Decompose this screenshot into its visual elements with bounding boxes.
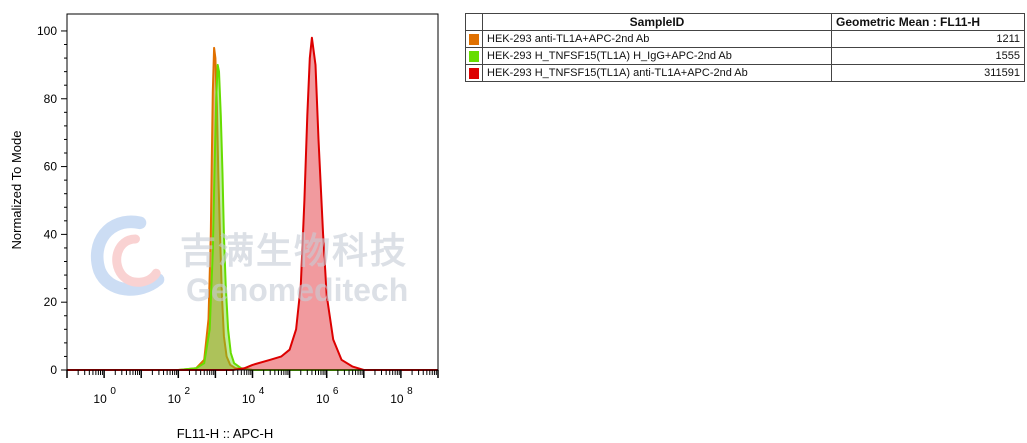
legend-sample-name: HEK-293 H_TNFSF15(TL1A) H_IgG+APC-2nd Ab: [482, 47, 832, 65]
series-fill-0: [67, 47, 438, 371]
x-tick-label: 10: [242, 392, 256, 406]
x-tick-exponent: 8: [407, 386, 413, 397]
y-tick-label: 80: [44, 92, 58, 106]
legend-swatch-cell: [465, 30, 483, 48]
legend-header-sampleid: SampleID: [482, 13, 832, 31]
x-tick-label: 10: [93, 392, 107, 406]
legend-geomean-value: 311591: [831, 64, 1025, 82]
legend-swatch-green: [469, 50, 479, 62]
x-axis-label: FL11-H :: APC-H: [177, 426, 274, 441]
series-fill-2: [67, 37, 438, 370]
series-line-1: [67, 63, 438, 371]
x-tick-label: 10: [390, 392, 404, 406]
x-tick-label: 10: [168, 392, 182, 406]
x-tick-exponent: 6: [333, 386, 339, 397]
y-tick-label: 0: [50, 363, 57, 377]
y-tick-label: 100: [37, 24, 57, 38]
watermark-chinese-text: 吉满生物科技: [180, 230, 409, 271]
legend-header-geomean: Geometric Mean : FL11-H: [831, 13, 1025, 31]
y-axis-label: Normalized To Mode: [9, 131, 24, 250]
series-layer: [67, 36, 438, 371]
x-tick-exponent: 2: [185, 386, 191, 397]
legend-swatch-cell: [465, 47, 483, 65]
legend-sample-name: HEK-293 anti-TL1A+APC-2nd Ab: [482, 30, 832, 48]
y-tick-label: 40: [44, 227, 58, 241]
legend-swatch-red: [469, 67, 479, 79]
y-tick-label: 20: [44, 295, 58, 309]
legend-geomean-value: 1211: [831, 30, 1025, 48]
legend-header-row: SampleID Geometric Mean : FL11-H: [465, 13, 1025, 31]
x-tick-label: 10: [316, 392, 330, 406]
legend-header-swatch: [465, 13, 483, 31]
watermark-logo: [90, 215, 165, 296]
legend-geomean-value: 1555: [831, 47, 1025, 65]
legend-swatch-orange: [469, 33, 479, 45]
legend-sample-name: HEK-293 H_TNFSF15(TL1A) anti-TL1A+APC-2n…: [482, 64, 832, 82]
series-line-0: [67, 46, 438, 371]
legend-row: HEK-293 anti-TL1A+APC-2nd Ab 1211: [465, 30, 1025, 48]
x-tick-exponent: 4: [259, 386, 265, 397]
legend-table: SampleID Geometric Mean : FL11-H HEK-293…: [465, 13, 1025, 82]
legend-row: HEK-293 H_TNFSF15(TL1A) anti-TL1A+APC-2n…: [465, 64, 1025, 82]
plot-frame: [66, 13, 439, 371]
legend-row: HEK-293 H_TNFSF15(TL1A) H_IgG+APC-2nd Ab…: [465, 47, 1025, 65]
y-tick-label: 60: [44, 160, 58, 174]
legend-swatch-cell: [465, 64, 483, 82]
watermark-english-text: Genomeditech: [186, 272, 409, 308]
x-tick-exponent: 0: [110, 386, 116, 397]
series-line-2: [67, 36, 438, 371]
